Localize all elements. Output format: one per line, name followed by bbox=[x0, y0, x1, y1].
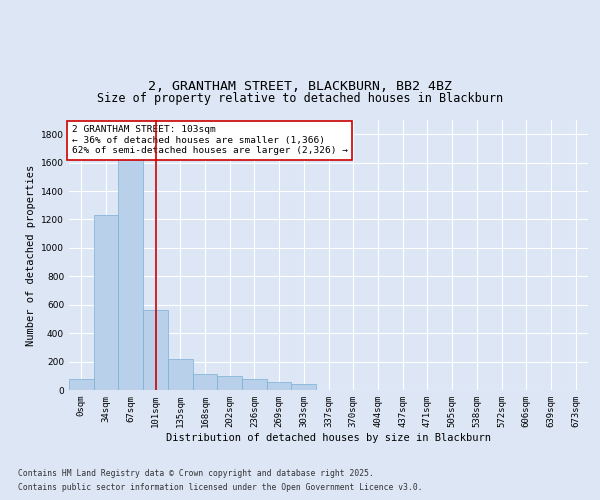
Bar bbox=[292, 384, 316, 390]
Bar bbox=[69, 380, 94, 390]
Bar bbox=[143, 310, 168, 390]
Bar bbox=[94, 215, 118, 390]
Text: 2 GRANTHAM STREET: 103sqm
← 36% of detached houses are smaller (1,366)
62% of se: 2 GRANTHAM STREET: 103sqm ← 36% of detac… bbox=[71, 126, 347, 155]
X-axis label: Distribution of detached houses by size in Blackburn: Distribution of detached houses by size … bbox=[166, 432, 491, 442]
Bar bbox=[242, 380, 267, 390]
Y-axis label: Number of detached properties: Number of detached properties bbox=[26, 164, 35, 346]
Text: Contains public sector information licensed under the Open Government Licence v3: Contains public sector information licen… bbox=[18, 484, 422, 492]
Text: Size of property relative to detached houses in Blackburn: Size of property relative to detached ho… bbox=[97, 92, 503, 105]
Bar bbox=[168, 360, 193, 390]
Text: Contains HM Land Registry data © Crown copyright and database right 2025.: Contains HM Land Registry data © Crown c… bbox=[18, 468, 374, 477]
Bar bbox=[267, 382, 292, 390]
Bar bbox=[217, 376, 242, 390]
Bar bbox=[193, 374, 217, 390]
Text: 2, GRANTHAM STREET, BLACKBURN, BB2 4BZ: 2, GRANTHAM STREET, BLACKBURN, BB2 4BZ bbox=[148, 80, 452, 92]
Bar bbox=[118, 134, 143, 390]
